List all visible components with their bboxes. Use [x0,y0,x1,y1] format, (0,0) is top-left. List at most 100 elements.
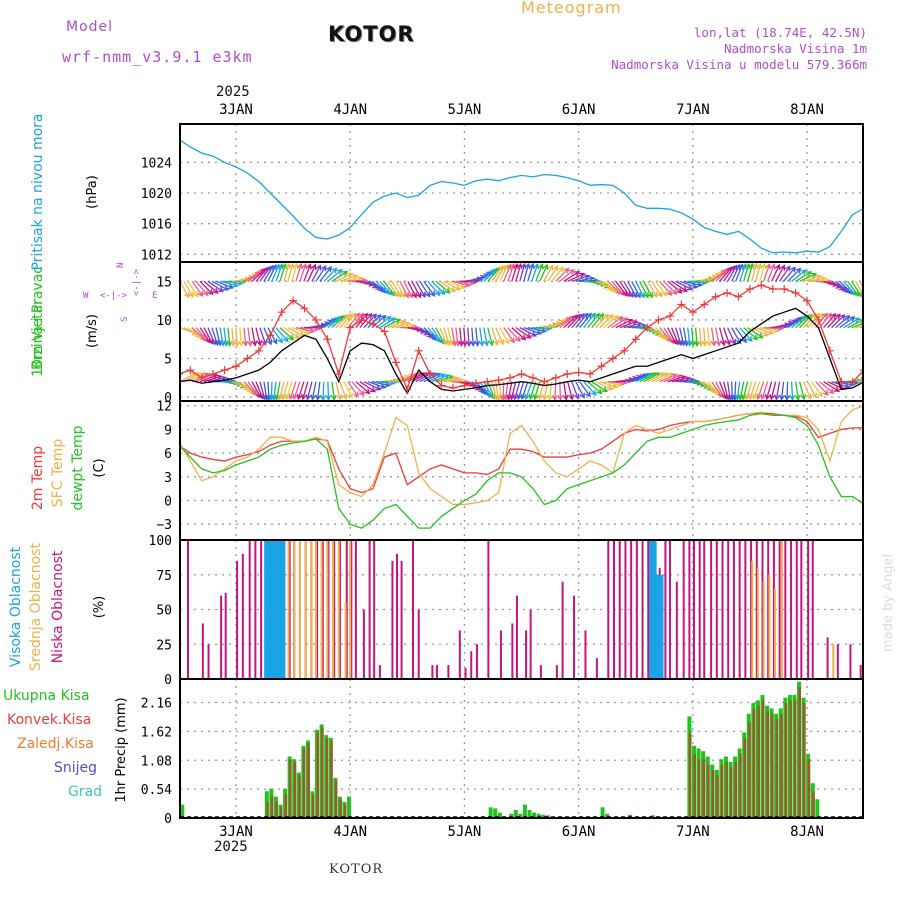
day-label-bottom: 3JAN [219,824,253,840]
wind-arrow [551,266,564,282]
wind-arrow [823,313,836,329]
wind-arrow-head [656,291,663,298]
wind-arrow [251,268,266,282]
wind-arrow [563,381,567,400]
wind-arrow [831,381,849,388]
wind-arrow-head [746,335,753,342]
wind-arrow [731,327,742,344]
gust-marker [734,292,743,301]
wind-arrow-head [856,291,863,298]
wind-arrow [635,281,645,298]
gust-marker [311,315,320,324]
wind-arrow-head [590,389,597,397]
wind-arrow-head [321,265,327,272]
gust-marker [300,304,309,313]
y-tick-label: 12 [156,400,172,415]
wind-arrow [683,280,702,287]
y-tick-label: 0 [164,495,172,510]
wind-arrow [683,327,688,346]
wind-arrow [355,381,370,394]
wind-arrow [287,327,305,337]
compass-e-icon: E [152,291,157,301]
wind-arrow [727,327,736,345]
wind-arrow [655,280,667,297]
wind-arrow [643,372,660,383]
wind-arrow [447,327,453,346]
wind-arrow [803,275,821,282]
wind-arrow-head [752,393,758,401]
wind-arrow-head [590,312,596,319]
wind-arrow [567,273,585,282]
wind-arrow [283,263,290,282]
wind-arrow-head [350,312,357,319]
wind-arrow [223,327,227,346]
wind-arrow-head [385,315,392,322]
bar-konvek-kisa [716,775,719,818]
wind-arrow-head [681,286,688,292]
wind-arrow-head [686,285,693,291]
precip-legend-4: Grad [68,784,102,800]
gust-marker [528,373,537,382]
wind-arrow [799,273,817,282]
wind-arrow-head [542,394,549,401]
wind-arrow-head [222,285,230,291]
wind-arrow [359,381,376,393]
wind-arrow-head [192,291,199,298]
wind-arrow-head [537,394,544,401]
series-line-speed [180,307,863,395]
wind-arrow-head [833,386,840,392]
wind-arrow-head [757,332,764,339]
wind-arrow [367,280,384,292]
wind-arrow-head [735,338,742,345]
wind-arrow [723,266,735,282]
wind-arrow [306,381,313,400]
wind-arrow-head [342,270,349,277]
bar-niska-oblacnost [362,609,365,679]
bar-niska-oblacnost [721,540,724,679]
wind-arrow [743,263,750,282]
gust-marker [825,346,834,355]
wind-arrow [855,325,863,329]
bar-niska-oblacnost [241,553,244,679]
wind-arrow [343,381,353,399]
wind-arrow [695,327,698,346]
pressure-unit: (hPa) [85,175,100,209]
wind-arrow-head [626,318,634,325]
wind-arrow [199,280,214,295]
wind-arrow [293,381,301,399]
bar-ukupna-kisa [815,799,820,818]
wind-arrow-head [493,339,500,346]
wind-arrow [343,313,356,329]
wind-arrow-head [748,393,755,401]
bar-niska-oblacnost [859,665,862,679]
wind-arrow [757,381,765,399]
wind-arrow [316,381,321,400]
wind-arrow-head [210,339,217,346]
bar-konvek-kisa [311,793,315,818]
wind-arrow-head [724,394,730,401]
bar-srednja-oblacnost [780,540,783,679]
bar-srednja-oblacnost [320,540,323,679]
panel-temperature [180,405,863,529]
wind-arrow [651,372,668,383]
wind-arrow [703,327,706,346]
wind-arrow-head [579,272,586,279]
wind-arrow [727,265,738,282]
wind-arrow [659,327,672,342]
wind-arrow [555,317,572,329]
bar-srednja-oblacnost [344,602,347,679]
wind-arrow-head [853,317,861,323]
wind-arrow-head [366,312,373,319]
wind-arrow [289,381,297,399]
wind-arrow [287,263,294,282]
bar-visoka-oblacnost [268,540,272,679]
bar-ukupna-kisa [493,808,498,818]
wind-arrow [387,280,399,297]
bar-niska-oblacnost [761,540,764,679]
wind-arrow [667,327,677,344]
wind-arrow-head [706,340,713,347]
gust-marker [745,285,754,294]
series-line-mslp [180,139,863,254]
wind-arrow [543,265,554,282]
wind-arrow [815,381,829,396]
